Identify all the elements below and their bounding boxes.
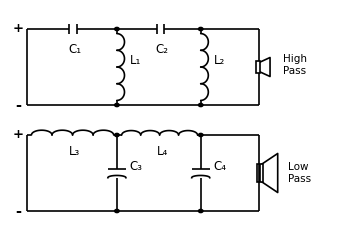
Circle shape (115, 103, 119, 107)
Text: Low
Pass: Low Pass (288, 162, 311, 184)
Text: L₃: L₃ (69, 145, 81, 158)
Text: L₂: L₂ (214, 54, 225, 66)
Text: +: + (13, 128, 24, 141)
Bar (260, 164, 263, 182)
Text: L₄: L₄ (156, 145, 168, 158)
Text: C₃: C₃ (130, 160, 143, 173)
Circle shape (115, 133, 119, 137)
Text: High
Pass: High Pass (283, 54, 307, 76)
Text: C₄: C₄ (214, 160, 227, 173)
Text: -: - (15, 204, 22, 218)
Bar (257, 164, 259, 182)
Text: C₁: C₁ (68, 43, 82, 56)
Circle shape (199, 209, 203, 213)
Text: C₂: C₂ (155, 43, 168, 56)
Text: L₁: L₁ (130, 54, 141, 66)
Circle shape (115, 209, 119, 213)
Bar (256, 61, 260, 73)
Text: -: - (15, 97, 22, 113)
Circle shape (199, 133, 203, 137)
Text: +: + (13, 23, 24, 36)
Circle shape (199, 103, 203, 107)
Circle shape (115, 27, 119, 31)
Circle shape (199, 27, 203, 31)
